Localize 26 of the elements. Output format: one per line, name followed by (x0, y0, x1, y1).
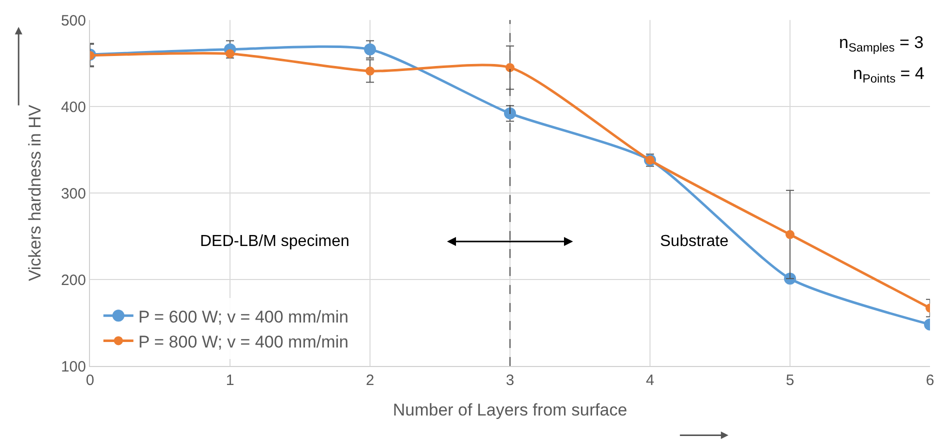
point (226, 49, 234, 58)
annotation: Substrate (660, 233, 729, 250)
legend-label: P = 800 W; v = 400 mm/min (138, 332, 348, 352)
y-tick-label: 200 (60, 272, 86, 289)
y-tick-label: 100 (60, 358, 86, 376)
annotation: n$_{Samples}$ = 3 (839, 33, 924, 55)
y-axis-title: Vickers hardness in HV (26, 104, 45, 282)
x-tick-label: 2 (366, 372, 374, 389)
annotation: DED-LB/M specimen (200, 233, 350, 250)
point (786, 230, 794, 240)
x-tick-label: 6 (926, 372, 934, 389)
point (364, 43, 376, 56)
point (506, 63, 514, 72)
annotation: n$_{Points}$ = 4 (853, 64, 924, 86)
x-tick-label: 4 (646, 372, 654, 389)
point (504, 107, 516, 120)
x-tick-label: 1 (226, 372, 234, 389)
y-tick-label: 300 (60, 185, 86, 202)
y-tick-label: 400 (60, 98, 86, 116)
x-axis-title: Number of Layers from surface (392, 400, 628, 420)
legend-label: P = 600 W; v = 400 mm/min (138, 307, 348, 326)
point (366, 66, 374, 76)
x-tick-label: 3 (506, 372, 514, 389)
x-tick-label: 5 (786, 372, 794, 389)
y-tick-label: 500 (60, 12, 86, 30)
x-tick-label: 0 (86, 372, 94, 389)
